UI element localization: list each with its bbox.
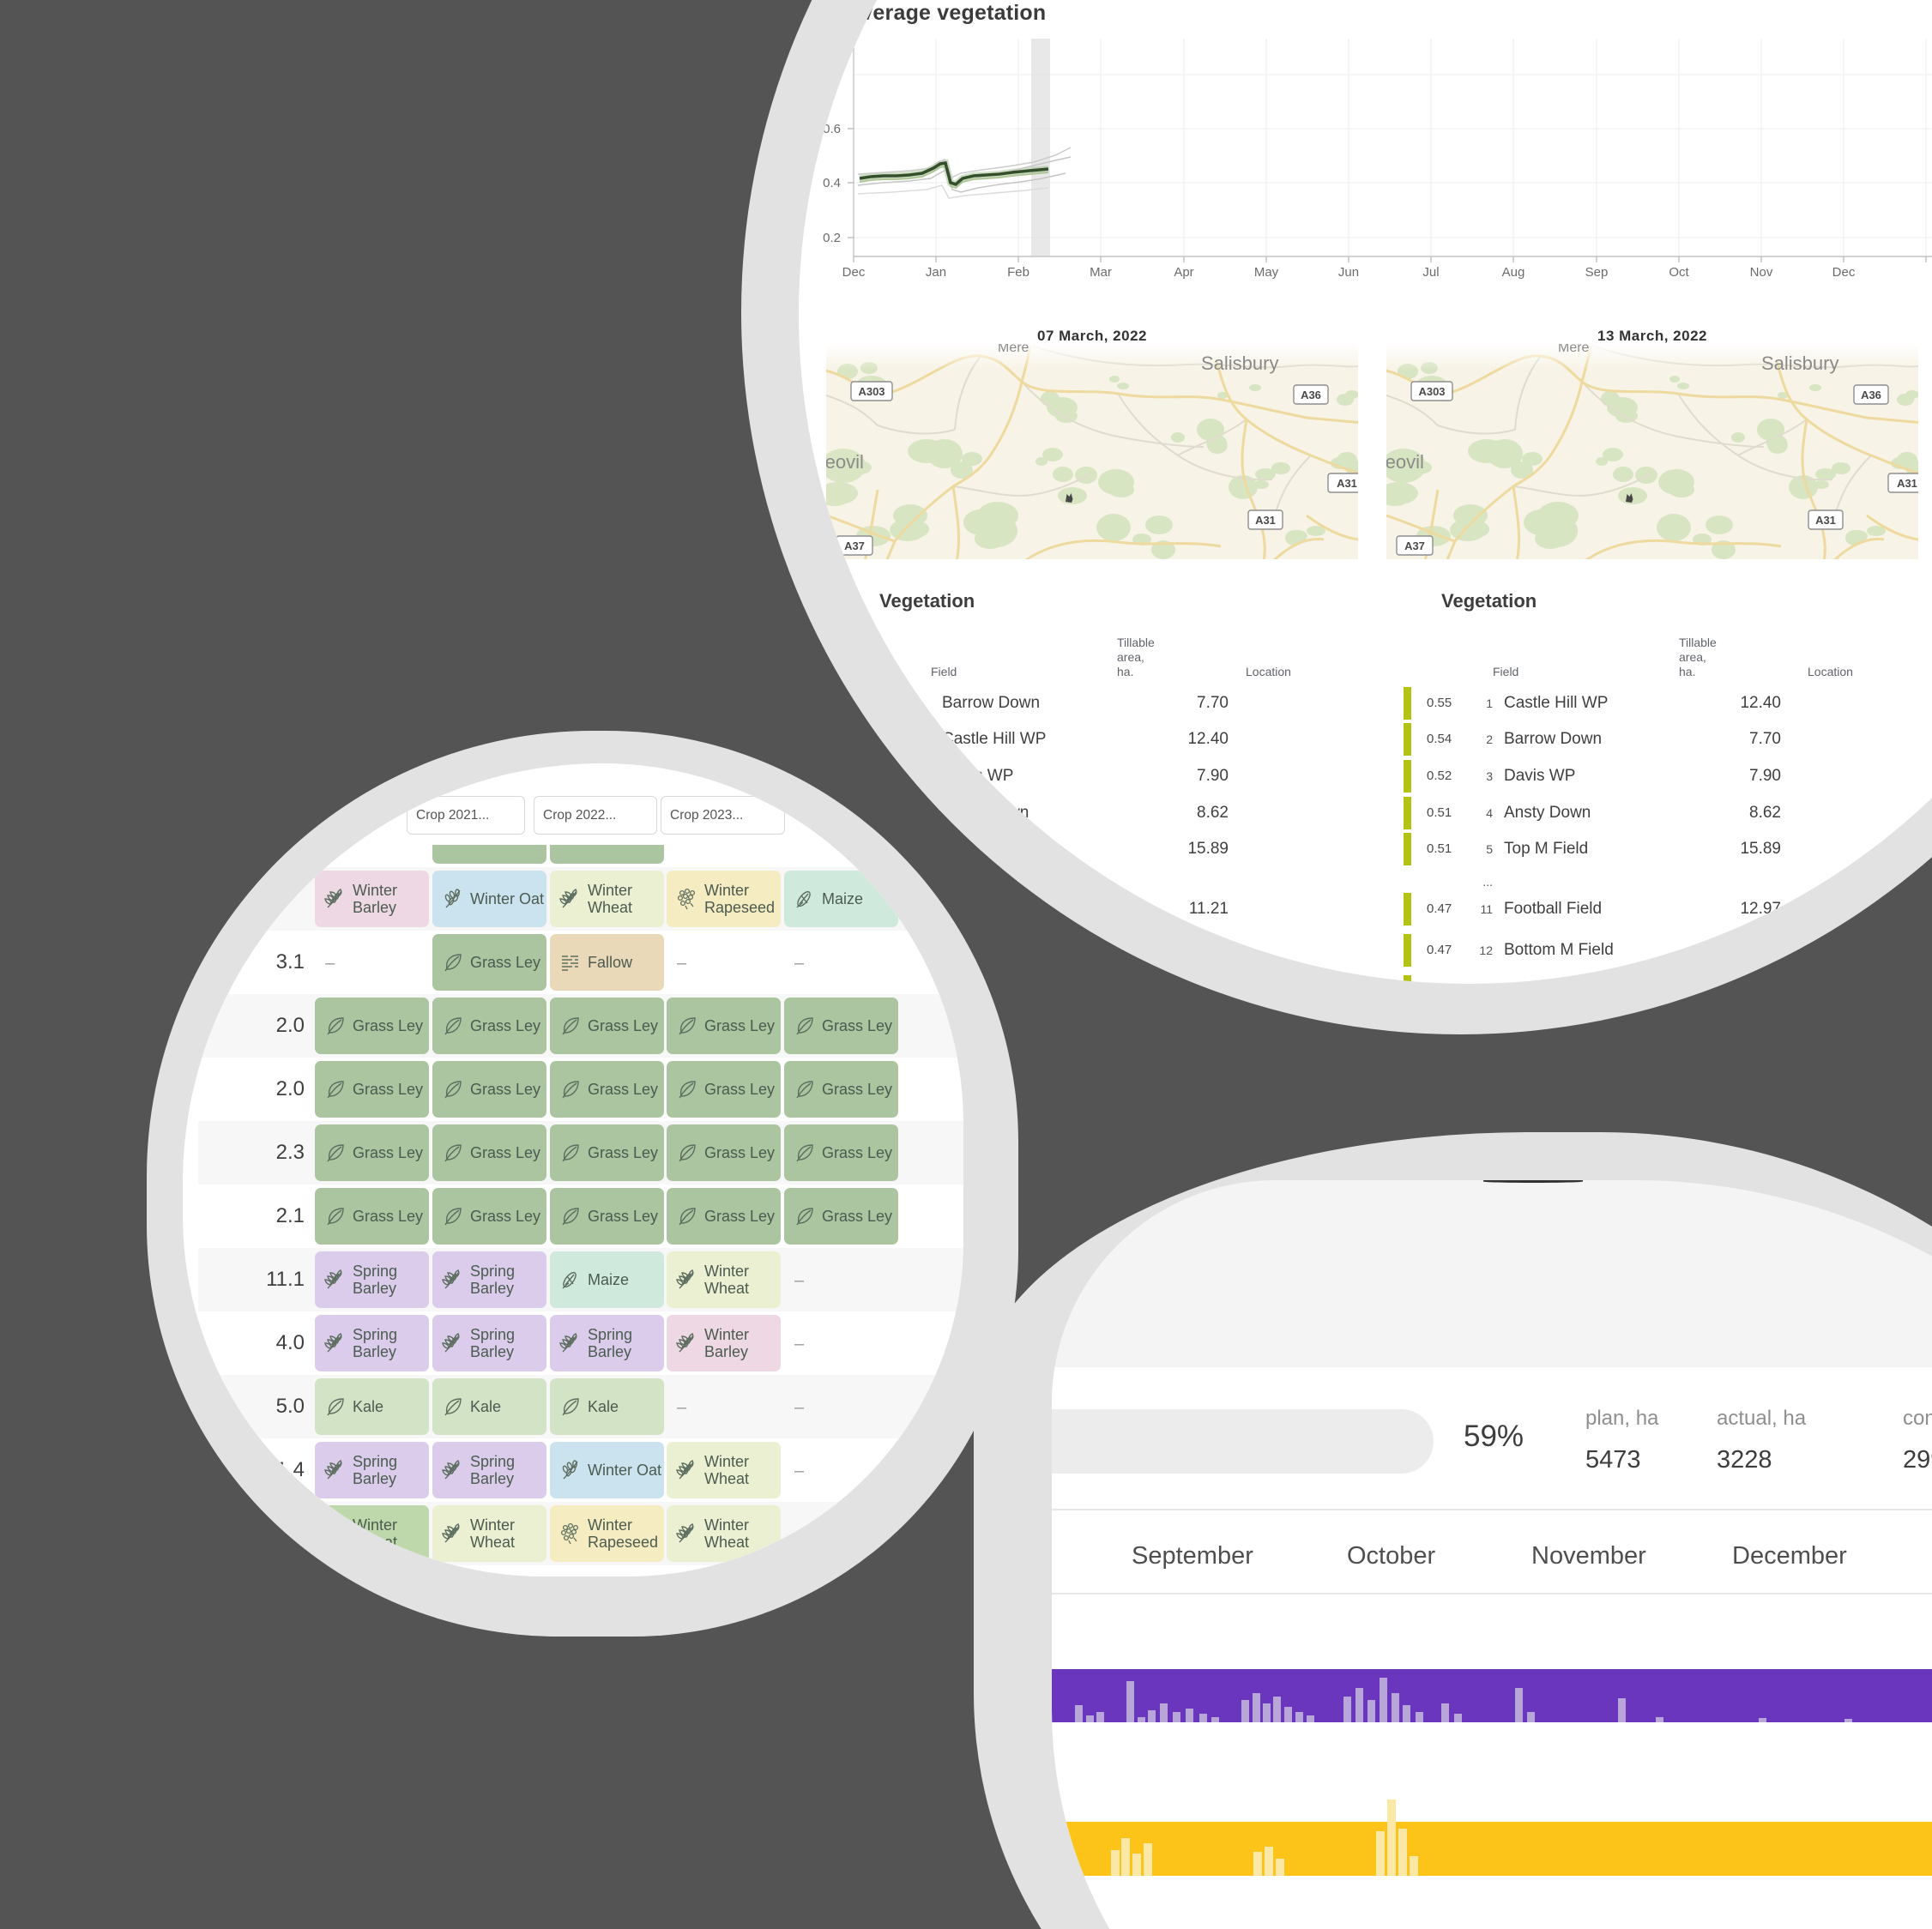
svg-text:Jul: Jul bbox=[1422, 265, 1439, 280]
svg-text:Oct: Oct bbox=[1669, 265, 1689, 280]
svg-text:0.2: 0.2 bbox=[823, 231, 841, 245]
svg-text:Dec: Dec bbox=[1832, 265, 1856, 280]
svg-text:0.6: 0.6 bbox=[823, 122, 841, 136]
svg-text:Sep: Sep bbox=[1585, 265, 1609, 280]
svg-text:Apr: Apr bbox=[1174, 265, 1193, 280]
svg-text:Nov: Nov bbox=[1750, 265, 1773, 280]
svg-text:Jan: Jan bbox=[926, 265, 946, 280]
svg-text:Mar: Mar bbox=[1090, 265, 1112, 280]
svg-text:Jun: Jun bbox=[1338, 265, 1359, 280]
svg-text:Aug: Aug bbox=[1502, 265, 1525, 280]
svg-text:Dec: Dec bbox=[842, 265, 866, 280]
svg-text:May: May bbox=[1254, 265, 1279, 280]
svg-text:Feb: Feb bbox=[1007, 265, 1029, 280]
svg-text:0.4: 0.4 bbox=[823, 176, 841, 190]
